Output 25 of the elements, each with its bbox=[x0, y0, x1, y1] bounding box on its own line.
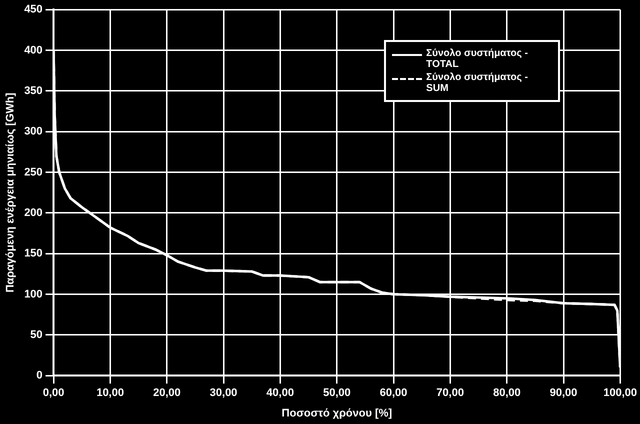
x-tick-label: 80,00 bbox=[493, 387, 521, 400]
y-tick-label: 350 bbox=[24, 84, 43, 97]
y-axis-title: Παραγόμενη ενέργεια μηνιαίως [GWh] bbox=[4, 92, 17, 292]
x-tick-label: 20,00 bbox=[153, 387, 181, 400]
legend-label: Σύνολο συστήματος - SUM bbox=[426, 72, 529, 94]
y-tick-label: 250 bbox=[24, 166, 43, 178]
y-tick-label: 450 bbox=[24, 4, 43, 16]
x-tick-label: 10,00 bbox=[96, 387, 124, 400]
y-tick-label: 100 bbox=[24, 288, 43, 300]
y-tick-label: 400 bbox=[24, 44, 43, 56]
x-axis-title: Ποσοστό χρόνου [%] bbox=[282, 407, 392, 420]
x-tick-label: 50,00 bbox=[323, 387, 351, 400]
x-tick-label: 90,00 bbox=[550, 387, 578, 400]
y-tick-label: 0 bbox=[36, 370, 43, 382]
x-tick-label: 0,00 bbox=[42, 387, 64, 400]
x-tick-label: 40,00 bbox=[266, 387, 294, 400]
x-tick-label: 60,00 bbox=[380, 387, 408, 400]
x-tick-label: 70,00 bbox=[436, 387, 464, 400]
y-tick-label: 200 bbox=[24, 206, 43, 219]
y-tick-label: 50 bbox=[30, 328, 43, 341]
x-tick-label: 30,00 bbox=[210, 387, 238, 400]
x-tick-label: 100,00 bbox=[603, 387, 638, 400]
y-tick-label: 300 bbox=[24, 126, 43, 138]
y-tick-label: 150 bbox=[24, 248, 43, 260]
legend-label: Σύνολο συστήματος - TOTAL bbox=[426, 48, 529, 70]
